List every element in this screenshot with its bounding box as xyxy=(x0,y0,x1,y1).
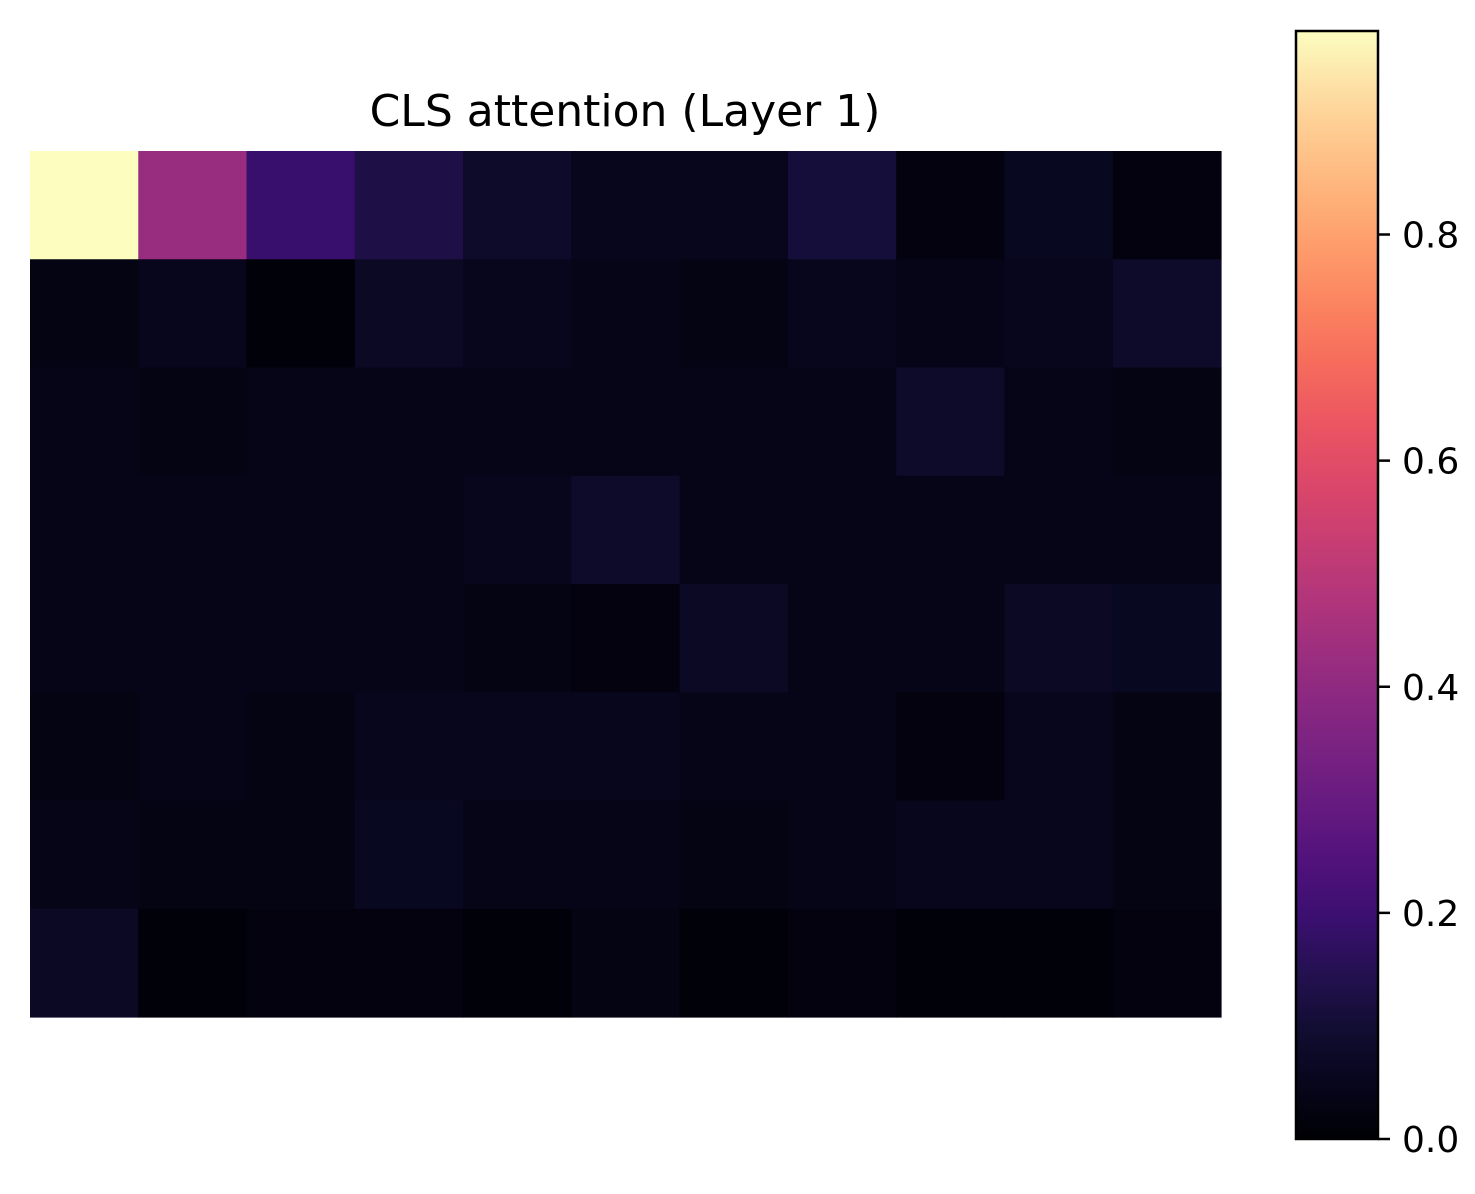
colorbar-gradient xyxy=(1296,31,1378,1139)
heatmap-cell xyxy=(896,476,1005,585)
heatmap-cell xyxy=(138,584,247,693)
heatmap-cell xyxy=(30,368,139,477)
heatmap-cell xyxy=(463,151,572,260)
heatmap-cell xyxy=(896,368,1005,477)
colorbar-axis: 0.0 0.2 0.4 0.6 0.8 xyxy=(1378,216,1459,1161)
heatmap-cell xyxy=(788,476,897,585)
heatmap-cell xyxy=(1004,476,1113,585)
heatmap-cell xyxy=(463,368,572,477)
heatmap-cell xyxy=(247,151,356,260)
heatmap-cell xyxy=(30,909,139,1018)
heatmap-cell xyxy=(571,584,680,693)
heatmap-cell xyxy=(30,801,139,910)
heatmap-cell xyxy=(896,584,1005,693)
heatmap-cell xyxy=(30,151,139,260)
heatmap-cell xyxy=(138,259,247,368)
heatmap-cell xyxy=(463,692,572,801)
heatmap-cell xyxy=(355,801,464,910)
heatmap-cell xyxy=(680,692,789,801)
heatmap-cell xyxy=(1113,368,1222,477)
heatmap-cell xyxy=(1004,151,1113,260)
heatmap-cell xyxy=(896,692,1005,801)
heatmap-cell xyxy=(1004,801,1113,910)
colorbar-tick-label: 0.4 xyxy=(1402,668,1459,709)
heatmap-cell xyxy=(1004,909,1113,1018)
heatmap-cell xyxy=(355,368,464,477)
heatmap-cell xyxy=(788,259,897,368)
heatmap-cell xyxy=(788,584,897,693)
heatmap-cell xyxy=(896,151,1005,260)
heatmap-cell xyxy=(680,909,789,1018)
heatmap-cell xyxy=(788,368,897,477)
colorbar-tick-label: 0.2 xyxy=(1402,894,1459,935)
heatmap-cell xyxy=(680,368,789,477)
heatmap-cell xyxy=(788,692,897,801)
heatmap-cell xyxy=(30,476,139,585)
heatmap-cell xyxy=(355,584,464,693)
heatmap-cell xyxy=(138,801,247,910)
heatmap-cell xyxy=(1113,584,1222,693)
heatmap-cell xyxy=(138,151,247,260)
heatmap-cell xyxy=(247,584,356,693)
heatmap-cell xyxy=(30,692,139,801)
heatmap-cell xyxy=(571,368,680,477)
chart-title: CLS attention (Layer 1) xyxy=(370,86,881,137)
heatmap-cell xyxy=(355,259,464,368)
heatmap-cell xyxy=(571,801,680,910)
heatmap-cell xyxy=(247,476,356,585)
heatmap-cell xyxy=(680,584,789,693)
heatmap-cell xyxy=(788,801,897,910)
heatmap-cell xyxy=(463,801,572,910)
heatmap-grid xyxy=(30,151,1222,1018)
heatmap-cell xyxy=(247,368,356,477)
heatmap-cell xyxy=(355,692,464,801)
heatmap-cell xyxy=(571,476,680,585)
heatmap-cell xyxy=(680,476,789,585)
heatmap-cell xyxy=(138,909,247,1018)
heatmap-cell xyxy=(571,151,680,260)
heatmap-cell xyxy=(571,909,680,1018)
heatmap-cell xyxy=(463,259,572,368)
heatmap-cell xyxy=(30,259,139,368)
heatmap-cell xyxy=(247,259,356,368)
heatmap-cell xyxy=(247,801,356,910)
heatmap-cell xyxy=(247,909,356,1018)
heatmap-cell xyxy=(138,476,247,585)
heatmap-cell xyxy=(463,476,572,585)
heatmap-cell xyxy=(680,151,789,260)
heatmap-cell xyxy=(30,584,139,693)
heatmap-cell xyxy=(788,909,897,1018)
heatmap-cell xyxy=(680,259,789,368)
heatmap-cell xyxy=(1113,151,1222,260)
heatmap-cell xyxy=(355,151,464,260)
heatmap-cell xyxy=(1113,692,1222,801)
heatmap-cell xyxy=(896,259,1005,368)
heatmap-cell xyxy=(1004,368,1113,477)
heatmap-cell xyxy=(138,368,247,477)
colorbar-tick-label: 0.8 xyxy=(1402,216,1459,257)
heatmap-cell xyxy=(138,692,247,801)
heatmap-cell xyxy=(1113,259,1222,368)
heatmap-cell xyxy=(355,909,464,1018)
heatmap-cell xyxy=(788,151,897,260)
heatmap-cell xyxy=(1004,259,1113,368)
heatmap-cell xyxy=(247,692,356,801)
heatmap-cell xyxy=(680,801,789,910)
heatmap-cell xyxy=(571,692,680,801)
heatmap-cell xyxy=(463,584,572,693)
colorbar-tick-label: 0.6 xyxy=(1402,442,1459,483)
heatmap-cell xyxy=(1004,584,1113,693)
heatmap-cell xyxy=(1113,476,1222,585)
heatmap-cell xyxy=(1004,692,1113,801)
heatmap-cell xyxy=(1113,801,1222,910)
heatmap-cell xyxy=(463,909,572,1018)
heatmap-cell xyxy=(896,909,1005,1018)
heatmap-cell xyxy=(571,259,680,368)
colorbar-tick-label: 0.0 xyxy=(1402,1120,1459,1161)
heatmap-cell xyxy=(896,801,1005,910)
heatmap-cell xyxy=(1113,909,1222,1018)
heatmap-cell xyxy=(355,476,464,585)
